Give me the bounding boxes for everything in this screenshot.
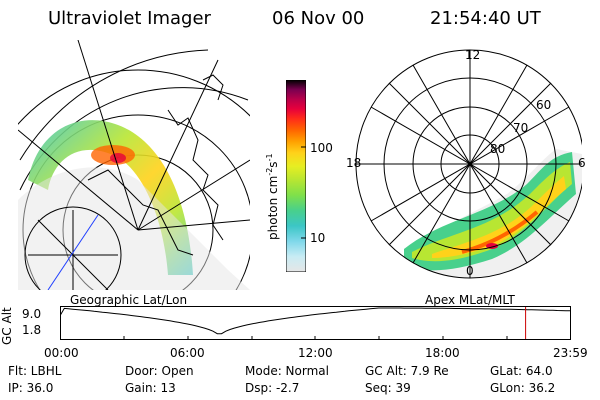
colorbar-tick-100: 100 [310, 141, 333, 155]
altitude-curve [60, 307, 571, 335]
info-glon: GLon: 36.2 [490, 381, 556, 395]
info-gain: Gain: 13 [125, 381, 176, 395]
timeline-ylabel: GC Alt [0, 307, 14, 345]
mlat-label-70: 70 [513, 121, 529, 135]
altitude-timeline [60, 306, 571, 340]
colorbar-label: photon cm-2s-1 [265, 153, 280, 240]
apex-caption: Apex MLat/MLT [425, 293, 515, 307]
info-door: Door: Open [125, 364, 194, 378]
timeline-ytick-9: 9.0 [22, 307, 42, 321]
instrument-title: Ultraviolet Imager [48, 8, 211, 29]
colorbar-label-unit1: photon cm [266, 175, 280, 240]
timeline-xtick-2359: 23:59 [553, 346, 588, 360]
timeline-xtick-1200: 12:00 [298, 346, 333, 360]
info-gc-alt: GC Alt: 7.9 Re [365, 364, 449, 378]
geographic-caption: Geographic Lat/Lon [70, 293, 188, 307]
time-label: 21:54:40 UT [430, 8, 541, 29]
timeline-xtick-0600: 06:00 [170, 346, 205, 360]
colorbar-label-sup1: -2 [265, 167, 274, 176]
timeline-xtick-1800: 18:00 [425, 346, 460, 360]
mlat-label-80: 80 [490, 142, 506, 156]
geographic-map [18, 40, 250, 290]
timeline-xtick-0000: 00:00 [44, 346, 79, 360]
colorbar-label-sup2: -1 [265, 153, 274, 162]
info-dsp: Dsp: -2.7 [245, 381, 300, 395]
info-ip: IP: 36.0 [8, 381, 54, 395]
date-label: 06 Nov 00 [272, 8, 365, 29]
info-seq: Seq: 39 [365, 381, 411, 395]
timeline-ytick-1: 1.8 [22, 323, 42, 337]
aurora-oval-geo [28, 120, 193, 276]
colorbar-label-unit2: s [266, 161, 280, 168]
info-glat: GLat: 64.0 [490, 364, 553, 378]
info-mode: Mode: Normal [245, 364, 329, 378]
mlt-label-6: 6 [578, 156, 586, 170]
mlt-label-0: 0 [466, 264, 474, 278]
mlt-label-12: 12 [465, 48, 481, 62]
colorbar-gradient [285, 79, 307, 273]
colorbar-tick-10: 10 [310, 231, 326, 245]
colorbar [285, 79, 307, 273]
mlat-label-60: 60 [536, 98, 552, 112]
mlt-label-18: 18 [346, 156, 362, 170]
apex-polar-map [355, 49, 582, 279]
info-flt: Flt: LBHL [8, 364, 62, 378]
